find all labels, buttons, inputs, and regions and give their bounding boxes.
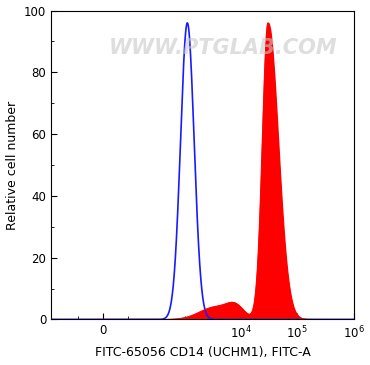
X-axis label: FITC-65056 CD14 (UCHM1), FITC-A: FITC-65056 CD14 (UCHM1), FITC-A [94, 346, 310, 360]
Y-axis label: Relative cell number: Relative cell number [6, 100, 18, 230]
Text: WWW.PTGLAB.COM: WWW.PTGLAB.COM [109, 38, 338, 58]
